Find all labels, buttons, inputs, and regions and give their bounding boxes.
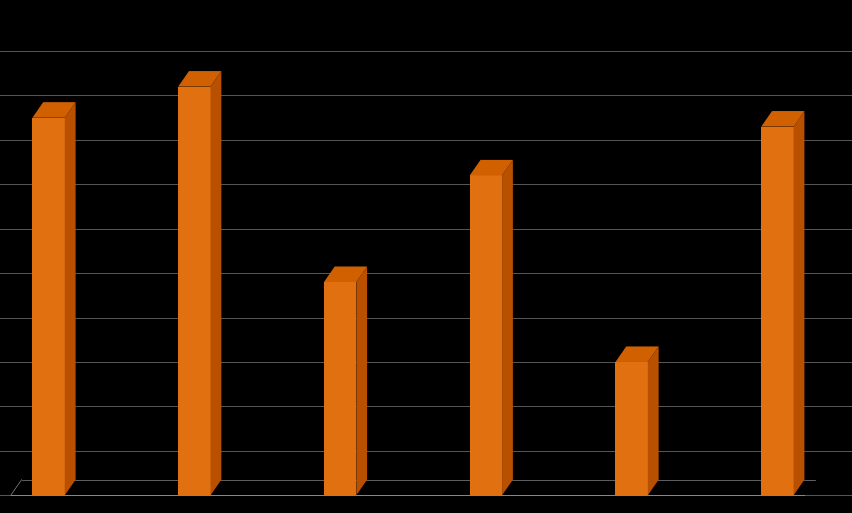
Polygon shape [615,346,658,362]
Polygon shape [469,160,512,175]
Polygon shape [324,282,356,495]
Polygon shape [647,346,658,495]
Polygon shape [324,266,366,282]
Polygon shape [178,71,221,87]
Polygon shape [210,71,221,495]
Polygon shape [178,87,210,495]
Polygon shape [760,127,792,495]
Polygon shape [615,362,647,495]
Polygon shape [356,266,366,495]
Polygon shape [760,111,803,127]
Polygon shape [469,175,502,495]
Polygon shape [65,102,76,495]
Polygon shape [502,160,512,495]
Polygon shape [32,102,76,117]
Polygon shape [32,117,65,495]
Polygon shape [792,111,803,495]
